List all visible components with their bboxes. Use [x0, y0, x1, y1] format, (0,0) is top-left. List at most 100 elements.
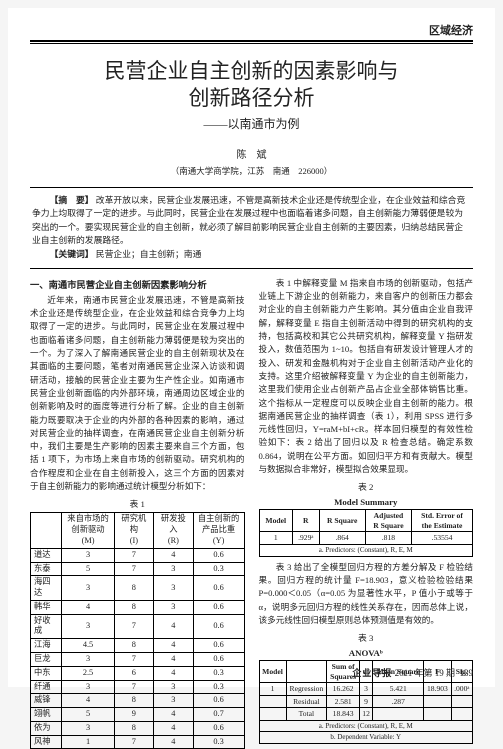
table1-cell: 依为 [31, 721, 62, 735]
table1-cell: 5 [62, 708, 114, 722]
table1-row: 韩华4830.6 [31, 600, 245, 614]
table1-row: 威锋4830.6 [31, 694, 245, 708]
table1-cell: 好收成 [31, 614, 62, 639]
table3-cell: 1 [259, 683, 286, 695]
table1-cell: 3 [62, 653, 114, 667]
footer-issue: 2011 年第 19 期 [395, 668, 455, 678]
paper-title: 民营企业自主创新的因素影响与 创新路径分析 [30, 58, 473, 113]
table2-caption: 表 2 [259, 480, 474, 493]
table1: 来自市场的创新驱动(M)研究机构(I)研发投入(R)自主创新的产品比重(Y) 道… [30, 512, 245, 749]
table2: ModelRR SquareAdjustedR SquareStd. Error… [259, 509, 474, 556]
table3-cell [424, 708, 451, 720]
abstract-text: 改革开放以来，民营企业发展迅速，不管是高新技术企业还是传统型企业，在企业效益和综… [32, 195, 465, 246]
table2-cell: .864 [319, 532, 365, 544]
keywords-label: 【关键词】 [50, 249, 94, 259]
table1-cell: 海四达 [31, 576, 62, 601]
table1-row: 巨龙3740.6 [31, 653, 245, 667]
table1-row: 道达3740.6 [31, 548, 245, 562]
table1-cell: 东泰 [31, 562, 62, 576]
table1-cell: 翊帆 [31, 708, 62, 722]
table3-cell: 2.581 [327, 695, 360, 707]
table1-cell: 0.6 [193, 653, 244, 667]
table1-cell: 2.5 [62, 666, 114, 680]
table2-header-cell: Std. Error ofthe Estimate [412, 510, 473, 532]
table1-cell: 5 [62, 562, 114, 576]
table1-cell: 0.6 [193, 600, 244, 614]
table2-cell: .929ᵃ [292, 532, 319, 544]
table1-cell: 0.6 [193, 694, 244, 708]
keywords: 【关键词】 民营企业；自主创新；南通 [32, 248, 471, 262]
table1-cell: 3 [154, 576, 194, 601]
table2-header-cell: AdjustedR Square [365, 510, 411, 532]
table1-cell: 0.3 [193, 666, 244, 680]
table1-cell: 韩华 [31, 600, 62, 614]
abstract-label: 【摘 要】 [50, 195, 94, 205]
table1-row: 中东2.5640.3 [31, 666, 245, 680]
table1-cell: 3 [62, 548, 114, 562]
table1-cell: 4 [154, 721, 194, 735]
table1-row: 风神1740.3 [31, 735, 245, 749]
table1-cell: 巨龙 [31, 653, 62, 667]
table3-cell: Regression [286, 683, 327, 695]
table1-cell: 8 [114, 576, 154, 601]
table1-cell: 4 [154, 614, 194, 639]
table3-cell: 18.843 [327, 708, 360, 720]
table1-cell: 3 [62, 614, 114, 639]
table1-cell: 4 [154, 653, 194, 667]
table1-cell: 0.6 [193, 614, 244, 639]
table1-row: 东泰5730.3 [31, 562, 245, 576]
table1-cell: 4 [154, 639, 194, 653]
table1-header-cell [31, 513, 62, 548]
table1-cell: 7 [114, 653, 154, 667]
table1-cell: 中东 [31, 666, 62, 680]
left-column: 一、南通市民营企业自主创新因素影响分析 近年来，南通市民营企业发展迅速，不管是高… [30, 277, 245, 749]
table3-cell [373, 708, 424, 720]
table3-cell: 9 [359, 695, 372, 707]
table1-cell: 3 [62, 576, 114, 601]
table3-row: Total18.84312 [259, 708, 473, 720]
table1-cell: 8 [114, 639, 154, 653]
table2-cell: .53554 [412, 532, 473, 544]
table1-cell: 纤通 [31, 680, 62, 694]
table1-cell: 4 [154, 735, 194, 749]
table1-cell: 7 [114, 562, 154, 576]
table1-cell: 风神 [31, 735, 62, 749]
table3-cell [259, 708, 286, 720]
table3-caption: 表 3 [259, 631, 474, 644]
table2-head-row: ModelRR SquareAdjustedR SquareStd. Error… [259, 510, 473, 532]
table1-cell: 8 [114, 694, 154, 708]
table1-cell: 4 [154, 666, 194, 680]
table3-note2: b. Dependent Variable: Y [259, 732, 473, 744]
table1-cell: 4 [154, 548, 194, 562]
table1-cell: 6 [114, 666, 154, 680]
table3-cell: 16.262 [327, 683, 360, 695]
table1-cell: 0.3 [193, 680, 244, 694]
table1-cell: 0.6 [193, 721, 244, 735]
header-category: 区域经济 [30, 22, 473, 42]
footer-page: 139 [460, 668, 474, 678]
table3-cell: 3 [359, 683, 372, 695]
table3-cell [451, 695, 472, 707]
table1-header-cell: 自主创新的产品比重(Y) [193, 513, 244, 548]
table3-cell [259, 695, 286, 707]
table1-row: 海四达3830.6 [31, 576, 245, 601]
table1-cell: 7 [114, 548, 154, 562]
table3-cell: .000ᵃ [451, 683, 472, 695]
title-line2: 创新路径分析 [189, 86, 315, 110]
table1-cell: 0.6 [193, 639, 244, 653]
table3-cell: .287 [373, 695, 424, 707]
table1-cell: 道达 [31, 548, 62, 562]
table1-cell: 4 [62, 600, 114, 614]
table1-header-cell: 研发投入(R) [154, 513, 194, 548]
table3-header-cell: Model [259, 661, 286, 683]
table3-cell [424, 695, 451, 707]
paper-subtitle: ——以南通市为例 [30, 115, 473, 132]
table1-cell: 威锋 [31, 694, 62, 708]
table3-title: ANOVAᵇ [259, 648, 474, 658]
table1-row: 好收成3740.6 [31, 614, 245, 639]
table3-cell: 5.421 [373, 683, 424, 695]
table3-row: 1Regression16.26235.42118.903.000ᵃ [259, 683, 473, 695]
table1-row: 依为3840.6 [31, 721, 245, 735]
table1-cell: 江海 [31, 639, 62, 653]
table1-cell: 3 [154, 694, 194, 708]
